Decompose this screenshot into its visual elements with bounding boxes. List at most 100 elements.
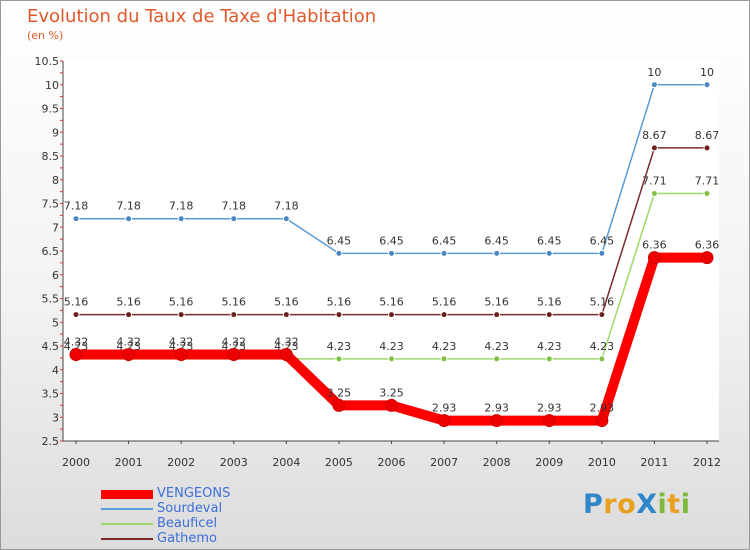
data-label-gathemo: 5.16 [64,296,89,309]
data-label-sourdeval: 10 [647,66,661,79]
data-point-sourdeval [335,249,343,257]
logo-letter: P [583,489,604,520]
legend-label: Sourdeval [157,501,223,516]
logo-letter: i [680,489,691,520]
data-point-vengeons [595,414,609,428]
y-tick-label: 10 [45,79,59,92]
data-label-sourdeval: 7.18 [169,200,194,213]
legend-label: Beauficel [157,516,218,531]
chart-title: Evolution du Taux de Taxe d'Habitation [27,6,377,27]
data-point-sourdeval [440,249,448,257]
data-point-gathemo [650,144,658,152]
data-label-vengeons: 2.93 [484,402,509,415]
data-point-vengeons [437,414,451,428]
data-label-gathemo: 5.16 [116,296,141,309]
data-label-sourdeval: 7.18 [274,200,299,213]
data-label-vengeons: 4.32 [64,336,89,349]
data-label-beauficel: 7.71 [695,175,720,188]
data-label-gathemo: 5.16 [590,296,615,309]
data-point-vengeons [69,348,83,362]
data-label-gathemo: 5.16 [222,296,247,309]
x-tick-label: 2003 [220,456,248,469]
data-point-gathemo [125,311,133,319]
data-point-vengeons [542,414,556,428]
data-point-sourdeval [282,215,290,223]
data-label-sourdeval: 7.18 [64,200,89,213]
x-tick-label: 2009 [535,456,563,469]
data-point-gathemo [440,311,448,319]
data-point-gathemo [72,311,80,319]
data-point-sourdeval [388,249,395,257]
data-point-sourdeval [650,81,658,89]
legend-swatch [101,538,153,540]
y-tick-label: 7.5 [42,198,60,211]
data-point-beauficel [335,355,343,363]
x-tick-label: 2011 [640,456,668,469]
x-tick-label: 2002 [167,456,195,469]
x-tick-label: 2007 [430,456,458,469]
data-label-gathemo: 5.16 [379,296,404,309]
logo-letter: r [603,489,618,520]
legend-swatch [101,490,153,499]
data-label-sourdeval: 6.45 [327,234,352,247]
data-label-sourdeval: 6.45 [484,234,509,247]
data-label-gathemo: 8.67 [642,129,667,142]
data-point-beauficel [388,355,395,363]
x-tick-label: 2012 [693,456,721,469]
logo-letter: o [617,489,637,520]
y-tick-label: 4 [52,364,59,377]
data-label-vengeons: 3.25 [327,386,352,399]
data-point-sourdeval [545,249,553,257]
data-point-gathemo [388,311,395,319]
logo-letter: t [667,489,681,520]
data-point-beauficel [650,190,658,198]
data-point-vengeons [122,348,136,362]
data-point-vengeons [332,398,346,412]
y-tick-label: 9 [52,126,59,139]
data-label-sourdeval: 10 [700,66,714,79]
x-tick-label: 2004 [272,456,300,469]
x-tick-label: 2000 [62,456,90,469]
data-point-gathemo [598,311,606,319]
data-label-beauficel: 4.23 [590,340,615,353]
y-tick-label: 8 [52,174,59,187]
data-label-beauficel: 4.23 [537,340,562,353]
data-point-gathemo [335,311,343,319]
y-tick-label: 2.5 [42,435,60,448]
data-label-gathemo: 5.16 [327,296,352,309]
legend: VENGEONS Sourdeval Beauficel Gathemo [101,486,301,546]
y-tick-label: 6.5 [42,245,60,258]
data-label-sourdeval: 7.18 [116,200,141,213]
y-tick-label: 5.5 [42,293,60,306]
y-tick-label: 6 [52,269,59,282]
data-label-gathemo: 5.16 [169,296,194,309]
data-point-vengeons [700,251,714,265]
legend-item-vengeons: VENGEONS [101,486,301,501]
data-point-gathemo [703,144,711,152]
data-point-sourdeval [125,215,133,223]
y-tick-label: 9.5 [42,103,60,116]
data-point-sourdeval [72,215,80,223]
data-label-beauficel: 4.23 [484,340,509,353]
data-label-sourdeval: 7.18 [222,200,247,213]
logo-letter: i [657,489,668,520]
data-point-sourdeval [703,81,711,89]
data-label-vengeons: 2.93 [590,402,615,415]
data-label-vengeons: 6.36 [642,239,667,252]
data-point-gathemo [282,311,290,319]
y-tick-label: 10.5 [35,55,60,68]
data-point-beauficel [703,190,711,198]
data-point-vengeons [647,251,661,265]
data-label-vengeons: 4.32 [169,336,194,349]
legend-label: VENGEONS [157,486,231,501]
data-label-vengeons: 3.25 [379,386,404,399]
data-point-gathemo [545,311,553,319]
data-label-beauficel: 4.23 [327,340,352,353]
data-point-vengeons [385,398,398,412]
data-point-beauficel [598,355,606,363]
data-point-sourdeval [598,249,606,257]
data-label-beauficel: 4.23 [379,340,404,353]
data-point-beauficel [493,355,501,363]
data-label-gathemo: 5.16 [537,296,562,309]
